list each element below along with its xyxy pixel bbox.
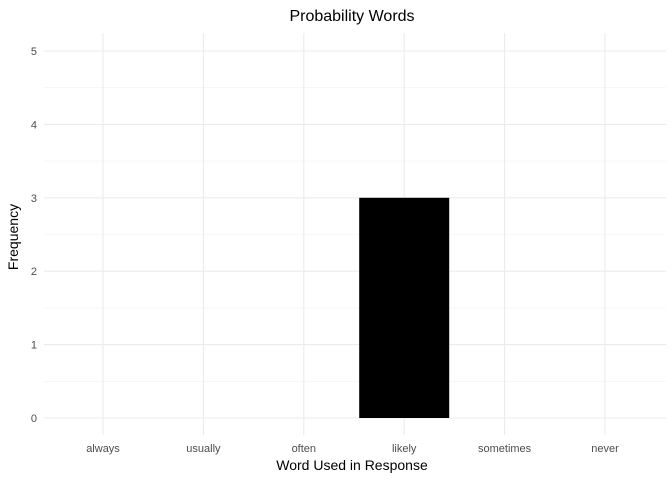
chart-title: Probability Words [289,8,414,25]
y-tick-label: 3 [31,193,37,205]
x-tick-label: usually [186,443,221,455]
bar-likely [359,197,450,418]
x-tick-label: often [292,443,316,455]
x-tick-label: never [591,443,619,455]
x-tick-label: likely [392,443,417,455]
x-tick-label: always [86,443,120,455]
bars [359,197,450,418]
y-axis-ticks: 0 1 2 3 4 5 [31,46,37,425]
y-tick-label: 4 [31,119,37,131]
x-tick-label: sometimes [478,443,532,455]
y-tick-label: 1 [31,340,37,352]
y-tick-label: 2 [31,266,37,278]
y-axis-label: Frequency [5,204,21,270]
y-tick-label: 5 [31,46,37,58]
grid-lines [44,33,666,435]
y-tick-label: 0 [31,413,37,425]
x-axis-label: Word Used in Response [276,457,428,473]
x-axis-ticks: always usually often likely sometimes never [86,443,619,455]
